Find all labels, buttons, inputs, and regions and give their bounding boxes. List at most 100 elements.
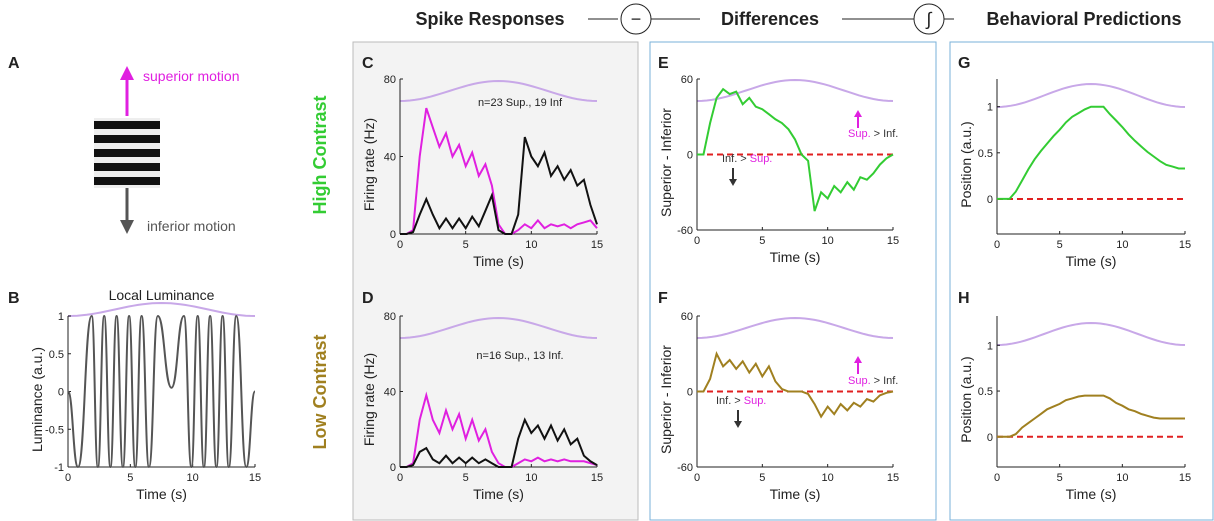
x-tick-label: 10 [187,472,199,484]
x-tick-label: 10 [822,472,834,484]
arrow-head [734,421,742,428]
stimulus-envelope [696,78,894,102]
x-axis-label: Time (s) [473,486,524,502]
comparison-part: Sup. [848,375,871,387]
x-tick-label: 15 [1179,472,1191,484]
y-axis-label: Position (a.u.) [958,121,974,207]
x-axis-label: Time (s) [770,249,821,265]
comparison-part: > [874,128,880,140]
x-axis-label: Time (s) [1066,253,1117,269]
operator: − [631,9,642,29]
y-tick-label: 0.5 [49,349,64,361]
y-tick-label: 1 [987,340,993,352]
x-tick-label: 15 [591,239,603,251]
chart-title: Local Luminance [109,287,215,303]
x-tick-label: 15 [887,235,899,247]
y-axis-label: Superior - Inferior [658,108,674,217]
x-tick-label: 10 [1116,239,1128,251]
diagram-label: inferior motion [147,218,236,234]
comparison-label: Sup. > Inf. [848,375,898,387]
x-tick-label: 15 [887,472,899,484]
grating [94,118,160,188]
panel-box [949,41,1214,521]
panel-letter: H [958,290,970,307]
x-axis-label: Time (s) [1066,486,1117,502]
y-axis-label: Superior - Inferior [658,345,674,454]
series-line [67,314,256,469]
header: Spike Responses [415,9,564,29]
comparison-label: Inf. > Sup. [716,395,766,407]
series-line [997,105,1185,200]
y-tick-label: 0 [687,150,693,162]
x-axis-label: Time (s) [770,486,821,502]
comparison-part: Inf. [883,375,898,387]
x-tick-label: 0 [65,472,71,484]
stimulus-envelope [996,82,1186,108]
y-axis-label: Luminance (a.u.) [29,347,45,452]
y-tick-label: 0 [390,229,396,241]
stimulus-envelope [399,79,598,102]
arrow-head [854,356,862,363]
y-tick-label: 80 [384,311,396,323]
x-tick-label: 0 [994,472,1000,484]
annotation: n=16 Sup., 13 Inf. [476,350,563,362]
x-tick-label: 5 [463,472,469,484]
comparison-part: > [734,395,740,407]
arrow-head [120,220,134,234]
y-tick-label: 0 [687,387,693,399]
series-line [400,391,598,468]
comparison-part: > [874,375,880,387]
comparison-label: Inf. > Sup. [722,153,772,165]
y-axis-label: Firing rate (Hz) [361,353,377,446]
series-line [400,136,598,235]
comparison-label: Sup. > Inf. [848,128,898,140]
y-tick-label: 60 [681,311,693,323]
y-axis-label: Position (a.u.) [958,356,974,442]
comparison-part: Inf. [883,128,898,140]
y-tick-label: 0.5 [978,386,993,398]
row-label: Low Contrast [310,334,330,449]
x-tick-label: 10 [525,472,537,484]
x-axis-label: Time (s) [136,486,187,502]
y-tick-label: -60 [677,225,693,237]
stimulus-envelope [696,316,894,339]
comparison-part: Inf. [722,153,737,165]
x-tick-label: 0 [694,235,700,247]
y-tick-label: -1 [54,462,64,474]
y-tick-label: 60 [681,74,693,86]
row-label: High Contrast [310,95,330,214]
y-tick-label: 80 [384,74,396,86]
x-tick-label: 5 [1057,239,1063,251]
panel-letter: D [362,290,374,307]
y-tick-label: 1 [58,311,64,323]
y-tick-label: 0.5 [978,148,993,160]
diagram-label: superior motion [143,68,240,84]
y-tick-label: -0.5 [45,424,64,436]
panel-letter: G [958,55,970,72]
arrow-head [120,66,134,80]
x-tick-label: 5 [463,239,469,251]
header: Behavioral Predictions [986,9,1181,29]
x-axis-label: Time (s) [473,253,524,269]
annotation: n=23 Sup., 19 Inf [478,97,563,109]
panel-letter: C [362,55,374,72]
y-tick-label: -60 [677,462,693,474]
x-tick-label: 5 [759,472,765,484]
comparison-part: Sup. [750,153,773,165]
stimulus-envelope [399,316,598,339]
stimulus-envelope [996,321,1186,346]
comparison-part: > [740,153,746,165]
comparison-part: Sup. [744,395,767,407]
x-tick-label: 0 [694,472,700,484]
y-tick-label: 0 [390,462,396,474]
series-line [697,87,894,212]
x-tick-label: 10 [1116,472,1128,484]
panel-box [352,41,639,521]
panel-letter: B [8,290,20,307]
x-tick-label: 5 [759,235,765,247]
series-line [697,351,894,419]
y-tick-label: 1 [987,102,993,114]
x-tick-label: 10 [822,235,834,247]
series-line [400,417,598,468]
